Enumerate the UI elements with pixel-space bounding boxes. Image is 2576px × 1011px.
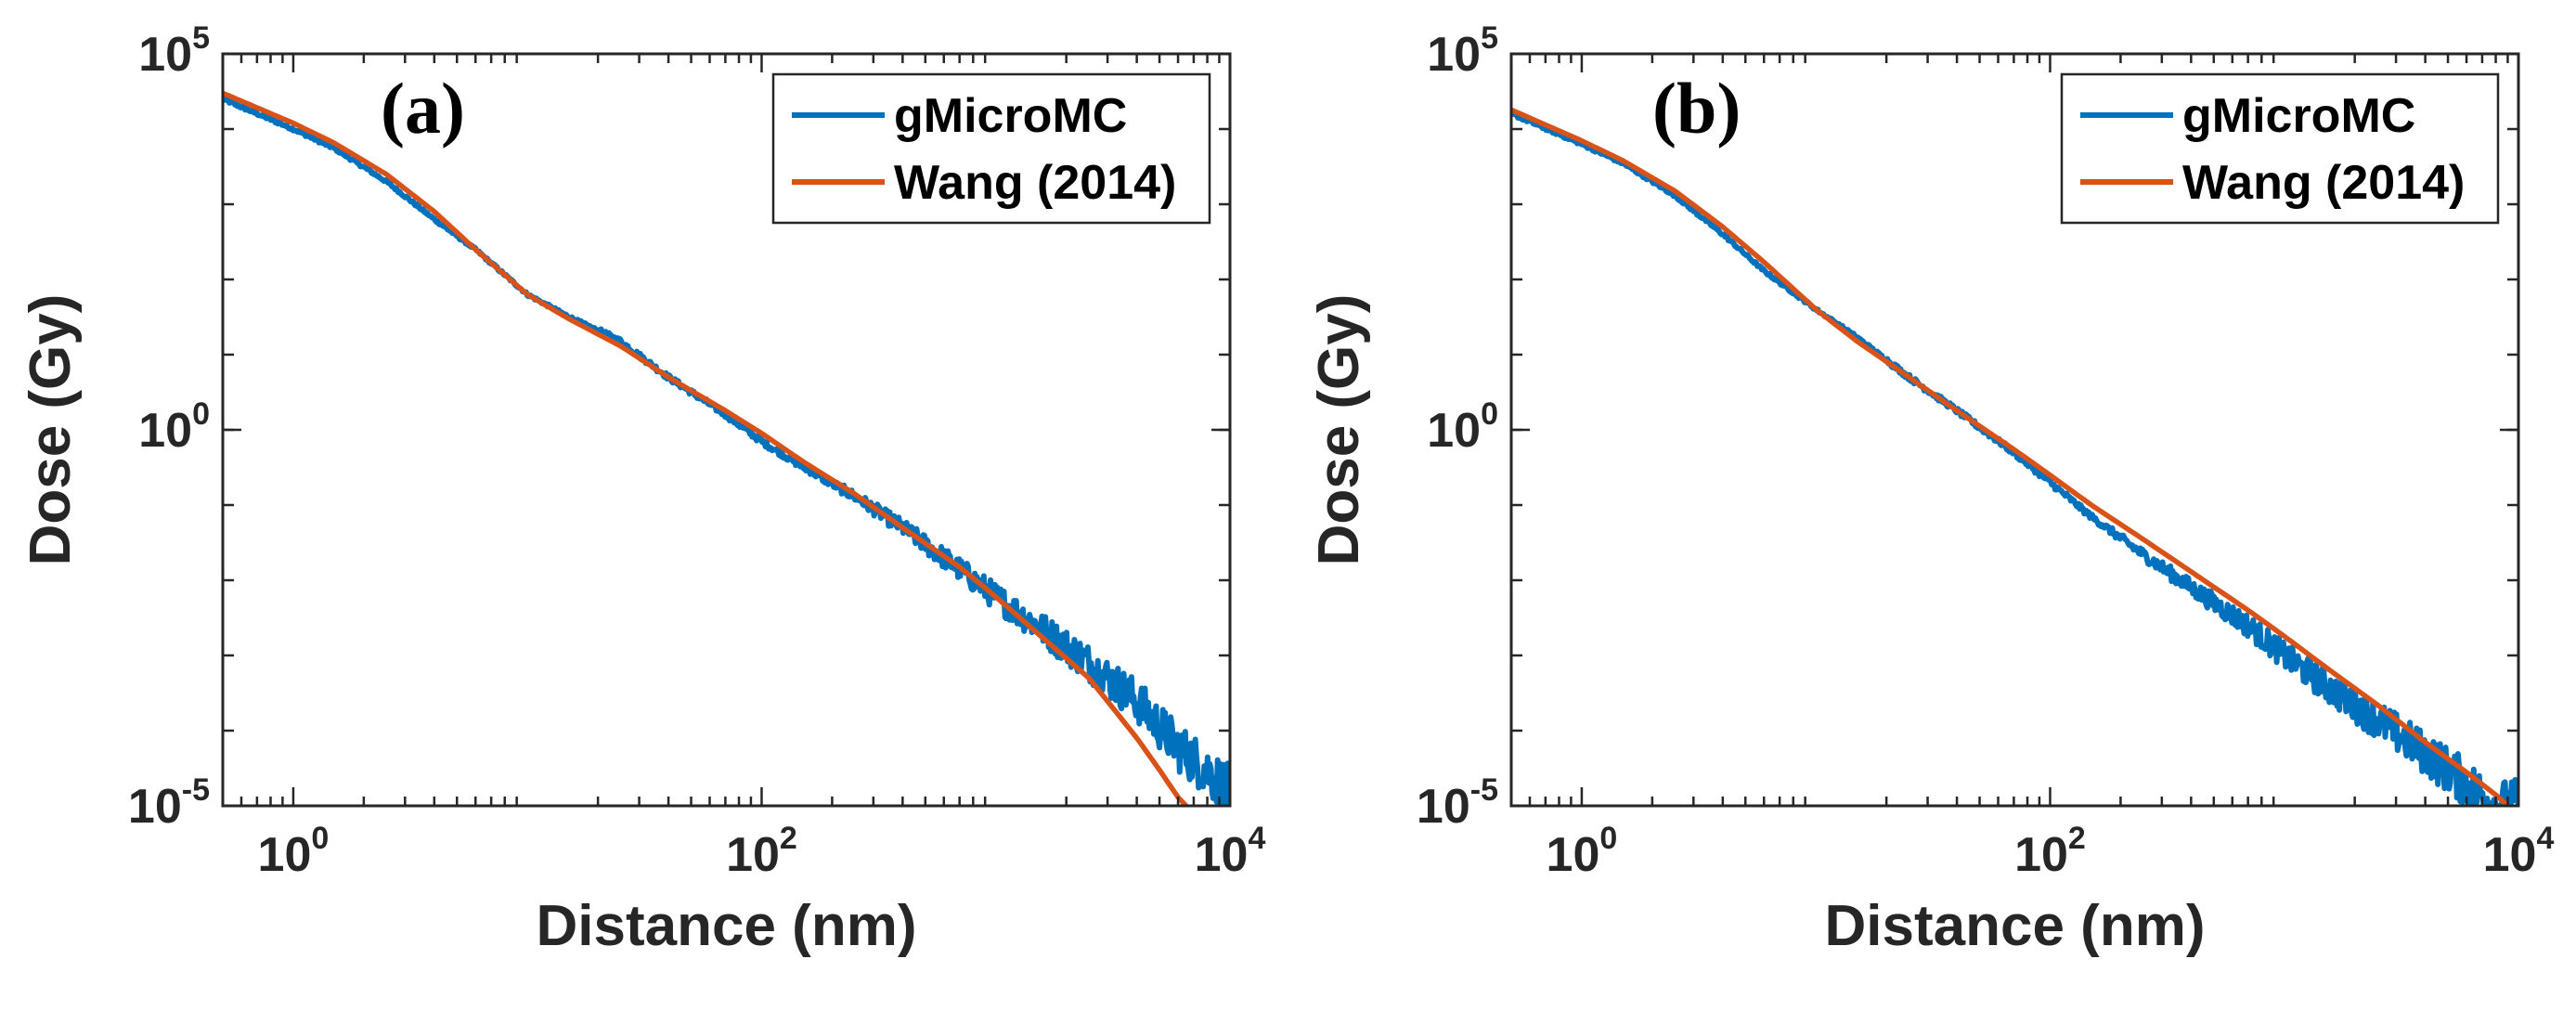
legend: gMicroMC Wang (2014): [771, 72, 1211, 225]
legend-label-wang-2014: Wang (2014): [2182, 156, 2465, 210]
y-tick-label: 10-5: [128, 772, 210, 834]
x-tick-label: 102: [726, 821, 797, 882]
legend-box: [2060, 72, 2500, 225]
minor-ticks: [221, 54, 1230, 806]
x-tick-label: 100: [1547, 821, 1618, 882]
legend-label-gmicromc: gMicroMC: [2182, 89, 2415, 143]
plot-area: 100 102 104 10-5 100 105 Distance (nm) Dose (Gy…: [19, 20, 1265, 958]
legend-box: [771, 72, 1211, 225]
x-tick-label: 102: [2014, 821, 2086, 882]
chart-panel-b: 100 102 104 10-5 100 105 Distance (nm) Dose (Gy…: [1307, 20, 2554, 958]
y-tick-label: 100: [1427, 396, 1498, 458]
y-tick-label: 105: [138, 20, 210, 82]
legend-label-gmicromc: gMicroMC: [894, 89, 1127, 143]
y-tick-label: 100: [138, 396, 210, 458]
x-axis-title: Distance (nm): [1825, 894, 2206, 958]
legend-label-wang-2014: Wang (2014): [894, 156, 1176, 210]
x-tick-label: 104: [2483, 821, 2555, 882]
y-axis-title: Dose (Gy): [19, 294, 83, 566]
series-line-wang-2014: [223, 90, 1189, 806]
panel-label-b: (b): [1652, 68, 1741, 149]
legend: gMicroMC Wang (2014): [2060, 72, 2500, 225]
series-line-wang-2014: [1511, 107, 2511, 806]
plot-area: 100 102 104 10-5 100 105 Distance (nm) Dose (Gy…: [1307, 20, 2554, 958]
x-axis-title: Distance (nm): [537, 894, 917, 958]
minor-ticks: [1509, 54, 2518, 806]
y-tick-label: 10-5: [1417, 772, 1498, 834]
x-tick-label: 104: [1195, 821, 1266, 882]
panel-label-a: (a): [381, 68, 465, 149]
x-tick-label: 100: [258, 821, 330, 882]
series-group: [1511, 107, 2518, 806]
y-tick-label: 105: [1427, 20, 1498, 82]
chart-panel-a: 100 102 104 10-5 100 105 Distance (nm) Dose (Gy…: [19, 20, 1265, 958]
series-group: [223, 90, 1230, 806]
series-line-gmicromc: [223, 96, 1230, 806]
y-axis-title: Dose (Gy): [1307, 294, 1371, 566]
